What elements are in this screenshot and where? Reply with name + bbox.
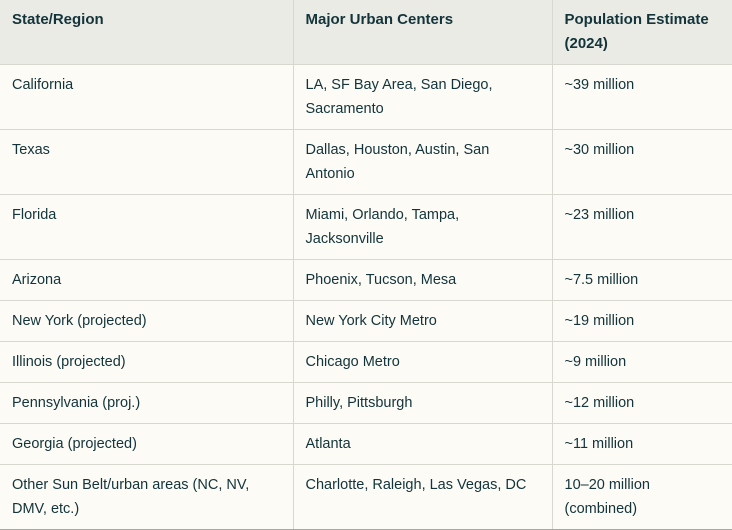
column-header-state-region: State/Region xyxy=(0,0,293,65)
table-cell-state: Arizona xyxy=(0,259,293,301)
table-cell-population: ~11 million xyxy=(551,423,732,465)
table-cell-population: ~7.5 million xyxy=(551,259,732,301)
table-row: Other Sun Belt/urban areas (NC, NV, DMV,… xyxy=(0,464,732,530)
table-cell-population: ~9 million xyxy=(551,341,732,383)
table-cell-population: ~23 million xyxy=(551,194,732,260)
table-cell-urban-centers: Chicago Metro xyxy=(292,341,552,383)
table-cell-urban-centers: Philly, Pittsburgh xyxy=(292,382,552,424)
table-cell-state: Florida xyxy=(0,194,293,260)
table-cell-state: Pennsylvania (proj.) xyxy=(0,382,293,424)
table-cell-state: California xyxy=(0,64,293,130)
table-cell-urban-centers: LA, SF Bay Area, San Diego, Sacramento xyxy=(292,64,552,130)
table-cell-state: New York (projected) xyxy=(0,300,293,342)
table-cell-urban-centers: Dallas, Houston, Austin, San Antonio xyxy=(292,129,552,195)
table-row: California LA, SF Bay Area, San Diego, S… xyxy=(0,64,732,130)
table-cell-urban-centers: Charlotte, Raleigh, Las Vegas, DC xyxy=(292,464,552,530)
table-cell-population: 10–20 million (combined) xyxy=(551,464,732,530)
table-row: Pennsylvania (proj.) Philly, Pittsburgh … xyxy=(0,382,732,424)
table-header: State/Region Major Urban Centers Populat… xyxy=(0,0,732,65)
table-cell-population: ~12 million xyxy=(551,382,732,424)
column-header-population-estimate: Population Estimate (2024) xyxy=(551,0,732,65)
table-cell-state: Illinois (projected) xyxy=(0,341,293,383)
header-row: State/Region Major Urban Centers Populat… xyxy=(0,0,732,65)
table-cell-urban-centers: New York City Metro xyxy=(292,300,552,342)
table-cell-population: ~30 million xyxy=(551,129,732,195)
table-row: Texas Dallas, Houston, Austin, San Anton… xyxy=(0,129,732,195)
table-row: Florida Miami, Orlando, Tampa, Jacksonvi… xyxy=(0,194,732,260)
table-cell-population: ~39 million xyxy=(551,64,732,130)
table-cell-state: Other Sun Belt/urban areas (NC, NV, DMV,… xyxy=(0,464,293,530)
table-cell-urban-centers: Phoenix, Tucson, Mesa xyxy=(292,259,552,301)
table-cell-population: ~19 million xyxy=(551,300,732,342)
table-body: California LA, SF Bay Area, San Diego, S… xyxy=(0,64,732,530)
table-row: New York (projected) New York City Metro… xyxy=(0,300,732,342)
table-cell-urban-centers: Atlanta xyxy=(292,423,552,465)
table-cell-urban-centers: Miami, Orlando, Tampa, Jacksonville xyxy=(292,194,552,260)
column-header-major-urban-centers: Major Urban Centers xyxy=(292,0,552,65)
table-row: Illinois (projected) Chicago Metro ~9 mi… xyxy=(0,341,732,383)
table-row: Arizona Phoenix, Tucson, Mesa ~7.5 milli… xyxy=(0,259,732,301)
table-cell-state: Texas xyxy=(0,129,293,195)
table-cell-state: Georgia (projected) xyxy=(0,423,293,465)
table-row: Georgia (projected) Atlanta ~11 million xyxy=(0,423,732,465)
